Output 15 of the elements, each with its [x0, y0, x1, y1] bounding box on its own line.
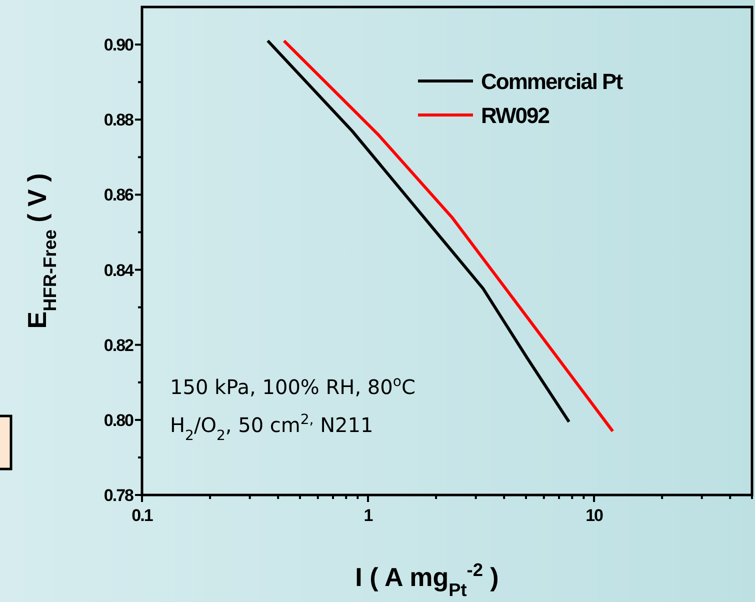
x-tick-label: 1 — [364, 506, 373, 525]
annotation: H$_{2}$/O$_{2}$, 50 cm$^{2,}$ N211 — [170, 412, 374, 444]
legend-label: Commercial Pt — [481, 69, 624, 94]
y-tick-label: 0.90 — [104, 36, 134, 55]
x-tick-label: 0.1 — [132, 506, 153, 525]
x-tick-label: 10 — [586, 506, 604, 525]
y-tick-label: 0.88 — [104, 110, 134, 130]
y-tick-label: 0.86 — [104, 186, 134, 205]
legend-label: RW092 — [481, 103, 550, 128]
y-tick-label: 0.82 — [104, 336, 134, 355]
x-axis-title: I ( A mg$_{Pt}$$^{-2}$ ) — [355, 560, 499, 600]
y-tick-label: 0.80 — [104, 410, 134, 430]
y-tick-label: 0.84 — [104, 260, 135, 280]
y-tick-label: 0.78 — [104, 486, 134, 505]
annotation: 150 kPa, 100% RH, 80$^{o}$C — [170, 374, 416, 399]
